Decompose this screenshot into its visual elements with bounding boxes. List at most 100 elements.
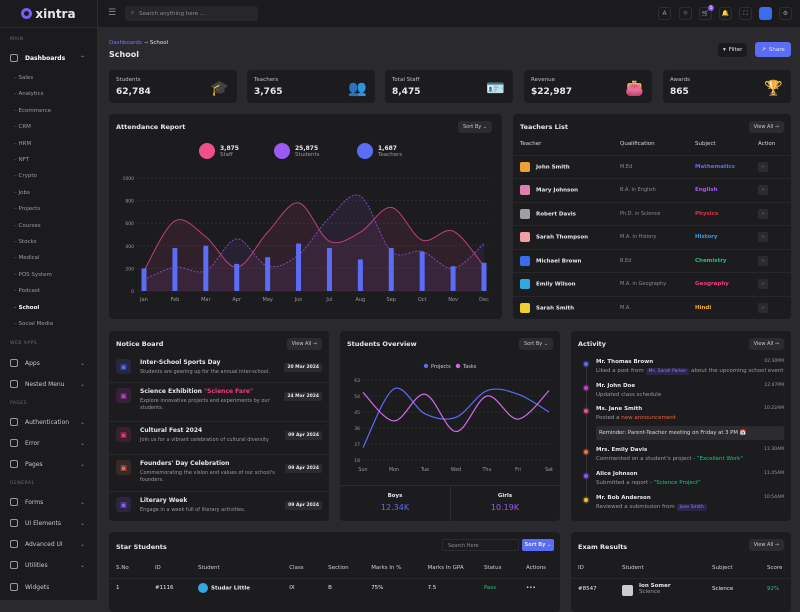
view-teacher-button[interactable]: › xyxy=(758,161,768,172)
activity-name: Mr. John Doe xyxy=(596,383,636,389)
sidebar-item-crm[interactable]: CRM xyxy=(14,124,31,130)
sidebar-item-courses[interactable]: Courses xyxy=(14,223,41,229)
view-all-button[interactable]: View All → xyxy=(748,539,784,551)
view-teacher-button[interactable]: › xyxy=(758,303,768,313)
desc-text: Reviewed a submission from xyxy=(596,504,677,510)
avatar[interactable] xyxy=(759,7,772,20)
cell-section: B xyxy=(321,577,365,598)
label: Forms xyxy=(25,498,44,506)
sidebar-item-sales[interactable]: Sales xyxy=(14,75,34,81)
id-badge-icon: 🪪 xyxy=(486,79,505,97)
series-line xyxy=(143,202,485,271)
bar-apr xyxy=(234,263,240,291)
sidebar-item-crypto[interactable]: Crypto xyxy=(14,173,37,179)
timeline-dot xyxy=(584,450,588,454)
cart-icon[interactable]: 🛒 5 xyxy=(699,5,714,20)
table-row: Robert Davis Ph.D. in Science Physics › xyxy=(513,201,791,226)
sidebar-item-pages[interactable]: Pages ⌄ xyxy=(10,460,85,468)
notification-icon[interactable]: 🔔 xyxy=(719,7,732,20)
sort-by-button[interactable]: Sort By ⌄ xyxy=(457,121,492,133)
mention-tag[interactable]: Ms. Sarah Parker xyxy=(645,368,690,375)
sidebar-item-medical[interactable]: Medical xyxy=(14,255,40,261)
translate-icon[interactable]: A xyxy=(658,7,671,20)
theme-toggle-icon[interactable]: ☼ xyxy=(679,7,692,20)
sidebar-item-jobs[interactable]: Jobs xyxy=(14,190,30,196)
view-teacher-button[interactable]: › xyxy=(758,185,768,196)
stat-card-teachers: Teachers 3,765 👥 xyxy=(247,70,375,103)
star-students-card: Star Students Search Here Sort By ⌄ S.No… xyxy=(109,532,560,612)
sidebar-item-ecommerce[interactable]: Ecommerce xyxy=(14,108,52,114)
sidebar-item-dashboards[interactable]: Dashboards ⌃ xyxy=(10,54,85,62)
teacher-cell: Michael Brown xyxy=(513,248,613,273)
qualification: M.A. in History xyxy=(613,225,688,249)
legend-staff: 3,875 Staff xyxy=(199,143,239,159)
fullscreen-icon[interactable]: ⛶ xyxy=(739,7,752,20)
sidebar-item-advanced-ui[interactable]: Advanced UI ⌄ xyxy=(10,540,85,548)
view-teacher-button[interactable]: › xyxy=(758,255,768,266)
sidebar-item-podcast[interactable]: Podcast xyxy=(14,288,40,294)
series-line-projects xyxy=(362,387,550,448)
sidebar-item-error[interactable]: Error ⌄ xyxy=(10,439,85,447)
stat-value: $22,987 xyxy=(531,87,572,97)
title-text: Cultural Fest 2024 xyxy=(140,427,203,434)
table-row: Michael Brown B.Ed Chemistry › xyxy=(513,248,791,273)
bar-mar xyxy=(203,245,209,291)
sidebar-item-ui-elements[interactable]: UI Elements ⌄ xyxy=(10,519,85,527)
view-teacher-button[interactable]: › xyxy=(758,279,768,290)
mention-tag[interactable]: Jane Smith xyxy=(676,504,707,511)
sidebar-item-nft[interactable]: NFT xyxy=(14,157,30,163)
label: Authentication xyxy=(25,418,70,426)
sort-by-button[interactable]: Sort By ⌄ xyxy=(522,539,554,551)
sidebar-item-school[interactable]: School xyxy=(14,305,40,311)
sidebar-item-projects[interactable]: Projects xyxy=(14,206,41,212)
view-all-button[interactable]: View All → xyxy=(748,338,784,350)
sidebar-item-authentication[interactable]: Authentication ⌄ xyxy=(10,418,85,426)
legend-value: 1,687 xyxy=(378,144,397,152)
star-students-table: S.No ID Student Class Section Marks In % Marks… xyxy=(109,558,560,598)
sidebar-item-nested-menu[interactable]: Nested Menu ⌄ xyxy=(10,380,85,388)
brand-logo[interactable]: xintra xyxy=(0,0,97,28)
sidebar-item-hrm[interactable]: HRM xyxy=(14,141,32,147)
trophy-icon: 🏆 xyxy=(764,79,783,97)
stat-card-revenue: Revenue $22,987 👛 xyxy=(524,70,652,103)
avatar xyxy=(520,232,530,243)
teacher-name: Robert Davis xyxy=(536,211,576,218)
apps-icon xyxy=(10,359,18,367)
filter-button[interactable]: ▾ Filter xyxy=(718,43,748,57)
sidebar-item-stocks[interactable]: Stocks xyxy=(14,239,37,245)
col-class: Class xyxy=(289,564,304,571)
divider xyxy=(109,421,329,422)
col-score: Score xyxy=(767,564,783,571)
actions-value: ••• xyxy=(525,585,536,592)
legend-icon xyxy=(357,143,373,159)
series-line-tasks xyxy=(362,390,550,433)
view-all-button[interactable]: View All → xyxy=(286,338,322,350)
student-search-input[interactable]: Search Here xyxy=(442,539,519,551)
view-teacher-button[interactable]: › xyxy=(758,208,768,219)
bar-jul xyxy=(326,248,332,291)
teacher-name: John Smith xyxy=(536,164,570,171)
search-input[interactable]: ⌕ Search anything here ... xyxy=(125,6,258,21)
share-button[interactable]: ↗ Share xyxy=(755,42,791,57)
sidebar-item-apps[interactable]: Apps ⌄ xyxy=(10,359,85,367)
timeline-dot xyxy=(584,362,588,366)
sort-by-button[interactable]: Sort By ⌄ xyxy=(518,338,553,350)
breadcrumb-dashboards[interactable]: Dashboards xyxy=(109,40,142,46)
sidebar-item-widgets[interactable]: Widgets xyxy=(10,583,85,591)
cell-actions[interactable]: ••• xyxy=(518,577,560,598)
x-tick-label: Jun xyxy=(294,297,303,303)
menu-toggle-icon[interactable]: ☰ xyxy=(108,8,117,18)
cell-id: #1116 xyxy=(147,577,191,598)
desc-text: about the upcoming school event xyxy=(689,368,784,374)
view-all-button[interactable]: View All → xyxy=(748,121,784,133)
settings-icon[interactable]: ⚙ xyxy=(779,7,792,20)
divider xyxy=(450,485,451,521)
y-tick-label: 600 xyxy=(125,221,134,227)
sidebar-item-forms[interactable]: Forms ⌄ xyxy=(10,498,85,506)
sidebar-item-analytics[interactable]: Analytics xyxy=(14,91,44,97)
x-tick-label: Tue xyxy=(420,467,429,473)
view-teacher-button[interactable]: › xyxy=(758,232,768,243)
sidebar-item-pos-system[interactable]: POS System xyxy=(14,272,52,278)
sidebar-item-social-media[interactable]: Social Media xyxy=(14,321,54,327)
sidebar-item-utilities[interactable]: Utilities ⌄ xyxy=(10,561,85,569)
